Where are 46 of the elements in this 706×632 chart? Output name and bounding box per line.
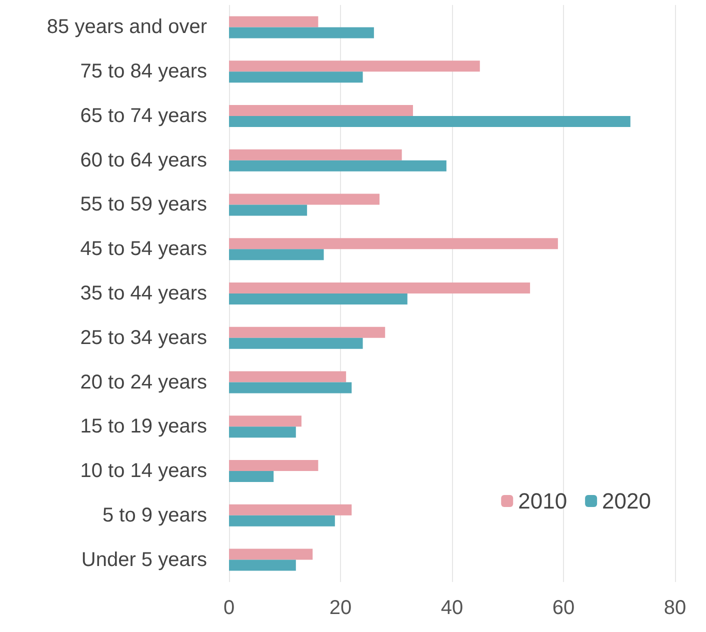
y-tick-label: 75 to 84 years	[80, 60, 207, 83]
bar	[229, 238, 558, 250]
bar	[229, 426, 296, 438]
bar	[229, 515, 335, 526]
bar	[229, 294, 408, 304]
x-tick-label: 0	[223, 597, 235, 619]
legend-label: 2010	[518, 488, 568, 514]
legend-label: 2020	[602, 488, 652, 514]
y-tick-label: Under 5 years	[81, 548, 207, 571]
x-tick-label: 80	[664, 597, 686, 619]
bar	[229, 149, 402, 160]
y-tick-label: 15 to 19 years	[80, 416, 207, 438]
bar	[229, 326, 386, 338]
y-tick-label: 55 to 59 years	[80, 194, 207, 216]
y-tick-label: 65 to 74 years	[80, 104, 207, 127]
bar	[229, 560, 296, 571]
bar	[229, 194, 380, 205]
bar	[229, 116, 630, 127]
bar	[229, 504, 352, 516]
bar	[229, 371, 346, 382]
y-tick-label: 5 to 9 years	[102, 504, 207, 526]
bar	[229, 382, 352, 394]
bar	[229, 204, 308, 216]
x-tick-label: 60	[552, 597, 575, 619]
y-tick-label: 20 to 24 years	[80, 371, 207, 394]
y-tick-label: 85 years and over	[46, 16, 208, 38]
bar	[229, 338, 363, 349]
bar	[229, 60, 480, 72]
y-tick-label: 60 to 64 years	[80, 149, 207, 172]
bar	[229, 282, 530, 294]
bar	[229, 471, 274, 482]
bar	[229, 160, 446, 172]
y-tick-label: 45 to 54 years	[80, 238, 207, 260]
y-tick-label: 10 to 14 years	[80, 460, 207, 482]
bar	[229, 460, 318, 472]
y-tick-label: 35 to 44 years	[80, 282, 207, 304]
bar	[229, 104, 413, 116]
bar	[229, 16, 318, 28]
bar	[229, 416, 302, 427]
bar	[229, 548, 313, 560]
x-tick-label: 20	[329, 597, 352, 619]
bar	[229, 249, 324, 260]
x-tick-label: 40	[440, 597, 464, 619]
bar	[229, 27, 374, 38]
y-tick-label: 25 to 34 years	[80, 326, 207, 349]
bar	[229, 72, 363, 83]
